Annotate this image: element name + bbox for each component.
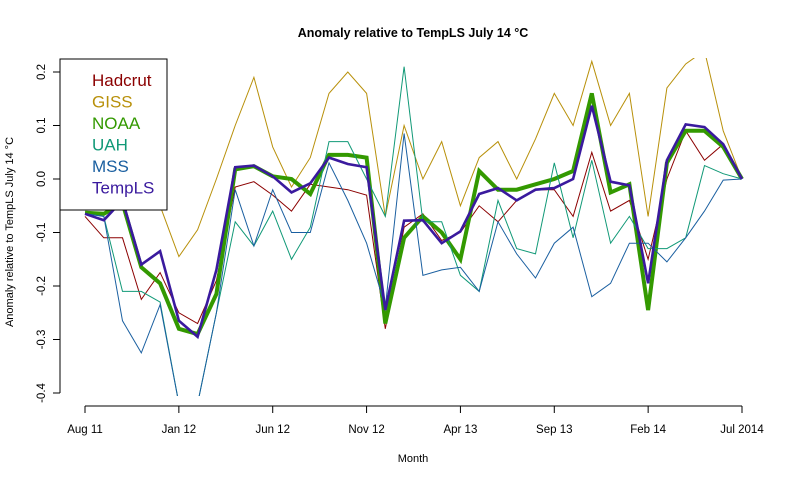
y-axis-label: Anomaly relative to TempLS July 14 °C: [4, 137, 16, 327]
series-line-templs: [84, 105, 744, 340]
x-tick-label: Feb 14: [630, 424, 666, 436]
x-tick-label: Sep 13: [536, 424, 572, 436]
legend-item-giss: GISS: [92, 93, 133, 112]
x-tick-label: Jun 12: [255, 424, 290, 436]
legend-item-mss: MSS: [92, 157, 129, 176]
x-tick-label: Apr 13: [443, 424, 477, 436]
series-line-mss: [84, 133, 743, 396]
series-line-noaa: [84, 92, 744, 337]
series-line-uah: [84, 66, 743, 396]
x-tick-label: Jan 12: [162, 424, 197, 436]
series-layer: [84, 58, 744, 396]
legend-item-hadcrut: Hadcrut: [92, 71, 152, 90]
y-tick-label: -0.2: [36, 276, 48, 296]
y-tick-label: 0.2: [36, 64, 48, 80]
x-tick-label: Jul 2014: [720, 424, 764, 436]
legend-box: [59, 58, 168, 211]
legend-item-templs: TempLS: [92, 179, 154, 198]
legend-item-uah: UAH: [92, 136, 128, 155]
chart-title: Anomaly relative to TempLS July 14 °C: [298, 26, 529, 40]
y-tick-label: -0.3: [36, 330, 48, 350]
y-axis: -0.4 -0.3 -0.2 -0.1 0.0 0.1 0.2: [36, 64, 61, 403]
x-tick-label: Aug 11: [67, 424, 103, 436]
x-axis-label: Month: [398, 453, 429, 465]
y-tick-label: 0.1: [36, 118, 48, 134]
x-axis: Aug 11 Jan 12 Jun 12 Nov 12 Apr 13 Sep 13 Feb …: [67, 405, 764, 436]
legend-item-noaa: NOAA: [92, 114, 141, 133]
series-line-giss: [85, 58, 743, 258]
y-tick-label: 0.0: [36, 171, 48, 187]
y-tick-label: -0.1: [36, 223, 48, 243]
y-tick-label: -0.4: [36, 382, 48, 402]
legend: Hadcrut GISS NOAA UAH MSS TempLS: [59, 58, 168, 211]
x-tick-label: Nov 12: [348, 424, 384, 436]
